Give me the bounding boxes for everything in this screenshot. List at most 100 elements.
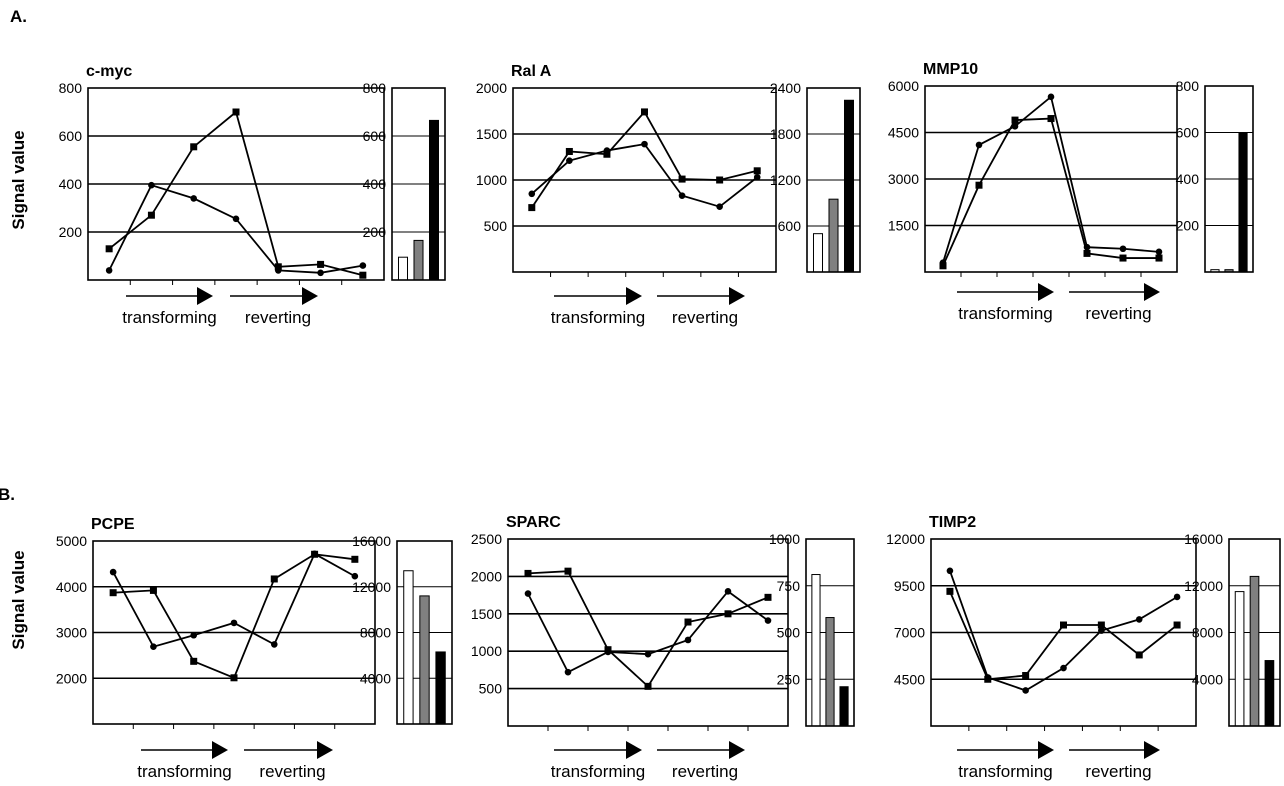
data-point-square: [1097, 621, 1105, 629]
data-point-circle: [716, 203, 723, 210]
data-point-circle: [1135, 616, 1143, 623]
y-axis-label-a: Signal value: [9, 130, 28, 229]
data-point-circle: [232, 215, 240, 223]
y-tick-label: 2400: [770, 80, 801, 96]
y-tick-label: 4000: [360, 670, 391, 686]
reverting-arrow-head: [729, 287, 745, 305]
y-tick-label: 6000: [888, 78, 919, 94]
data-point-circle: [1098, 627, 1105, 634]
series-line-circle: [108, 184, 364, 274]
reverting-arrow-head: [317, 741, 333, 759]
data-point-circle: [528, 190, 536, 198]
reverting-label: reverting: [1085, 762, 1151, 781]
y-tick-label: 600: [59, 128, 83, 144]
bar: [1234, 591, 1245, 727]
data-point-square: [753, 167, 761, 175]
transforming-label: transforming: [551, 762, 645, 781]
y-tick-label: 200: [59, 224, 83, 240]
data-point-square: [684, 618, 692, 626]
y-tick-label: 800: [1176, 78, 1200, 94]
data-point-square: [270, 575, 278, 583]
reverting-arrow-head: [1144, 283, 1160, 301]
data-point-square: [1083, 249, 1091, 257]
bar: [828, 198, 839, 273]
bar: [825, 617, 835, 727]
data-point-circle: [274, 267, 282, 274]
chart-title: MMP10: [923, 61, 978, 78]
bar: [839, 686, 849, 727]
plot-frame: [924, 85, 1178, 273]
transforming-label: transforming: [551, 308, 645, 327]
data-point-circle: [270, 641, 278, 648]
data-point-circle: [603, 147, 611, 154]
transforming-label: transforming: [958, 762, 1052, 781]
y-tick-label: 3000: [888, 171, 919, 187]
data-point-square: [975, 181, 983, 189]
data-point-square: [1173, 621, 1181, 629]
bar-chart-9: 250 500 750 1000: [769, 531, 855, 727]
data-point-square: [1119, 254, 1127, 262]
series-line-square: [113, 553, 355, 679]
data-point-circle: [190, 195, 198, 202]
bar: [428, 119, 440, 281]
data-point-circle: [939, 259, 947, 267]
data-point-circle: [1119, 245, 1127, 253]
y-tick-label: 500: [777, 625, 801, 641]
data-point-circle: [524, 590, 532, 597]
y-tick-label: 2000: [471, 568, 502, 584]
line-chart-timp2: TIMP2 4500 7000 9500 12000 transforming revert…: [886, 514, 1197, 781]
y-tick-label: 1200: [770, 172, 801, 188]
data-point-circle: [724, 588, 732, 595]
data-point-circle: [1022, 687, 1029, 694]
data-point-circle: [684, 636, 692, 644]
bar: [1238, 132, 1248, 273]
bar: [419, 595, 430, 725]
y-tick-label: 12000: [1184, 578, 1223, 594]
plot-frame: [806, 87, 861, 273]
y-tick-label: 500: [484, 218, 508, 234]
data-point-circle: [311, 550, 318, 558]
plot-frame: [507, 538, 789, 727]
chart-title: c-myc: [86, 63, 132, 80]
data-point-square: [351, 555, 359, 563]
y-tick-label: 200: [363, 224, 387, 240]
data-point-circle: [1011, 123, 1019, 130]
y-tick-label: 4000: [1192, 671, 1223, 687]
charts-layer: c-myc 200 400 600 800 transforming reverting 20…: [56, 61, 1281, 781]
bar: [1249, 575, 1260, 727]
data-point-circle: [1060, 664, 1067, 672]
y-tick-label: 400: [59, 176, 83, 192]
y-tick-label: 9500: [894, 578, 925, 594]
data-point-square: [317, 260, 325, 268]
data-point-circle: [975, 141, 983, 149]
plot-frame: [92, 540, 376, 725]
y-tick-label: 250: [777, 671, 801, 687]
transforming-arrow-head: [626, 287, 642, 305]
data-point-circle: [604, 648, 612, 656]
data-point-square: [564, 567, 572, 575]
data-point-square: [230, 674, 238, 682]
data-point-square: [528, 204, 536, 212]
y-tick-label: 16000: [352, 533, 391, 549]
chart-title: Ral A: [511, 63, 552, 80]
line-chart-c-myc: c-myc 200 400 600 800 transforming reverting: [59, 63, 385, 327]
data-point-square: [641, 108, 648, 116]
data-point-circle: [317, 269, 324, 277]
data-point-square: [1047, 115, 1055, 123]
y-tick-label: 5000: [56, 533, 87, 549]
reverting-label: reverting: [1085, 304, 1151, 323]
y-tick-label: 4500: [888, 125, 919, 141]
bar: [403, 570, 414, 725]
y-tick-label: 12000: [352, 579, 391, 595]
y-tick-label: 16000: [1184, 531, 1223, 547]
y-tick-label: 1000: [471, 643, 502, 659]
y-tick-label: 8000: [360, 625, 391, 641]
y-tick-label: 8000: [1192, 625, 1223, 641]
data-point-square: [1060, 621, 1067, 629]
data-point-circle: [946, 567, 954, 575]
data-point-square: [524, 569, 532, 577]
bar: [843, 99, 855, 273]
bar: [1264, 660, 1275, 727]
bar: [413, 239, 424, 281]
y-tick-label: 3000: [56, 625, 87, 641]
